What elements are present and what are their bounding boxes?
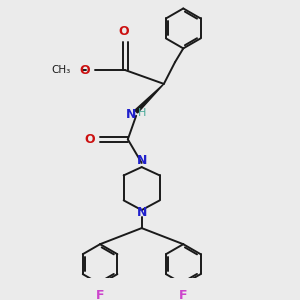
Text: O: O <box>118 25 129 38</box>
Text: O: O <box>79 64 89 76</box>
Polygon shape <box>135 84 164 113</box>
Text: F: F <box>179 289 188 300</box>
Text: N: N <box>136 154 147 167</box>
Text: N: N <box>136 206 147 219</box>
Text: H: H <box>138 108 146 118</box>
Text: CH₃: CH₃ <box>52 65 71 75</box>
Text: F: F <box>96 289 104 300</box>
Text: N: N <box>126 108 136 121</box>
Text: O: O <box>85 133 95 146</box>
